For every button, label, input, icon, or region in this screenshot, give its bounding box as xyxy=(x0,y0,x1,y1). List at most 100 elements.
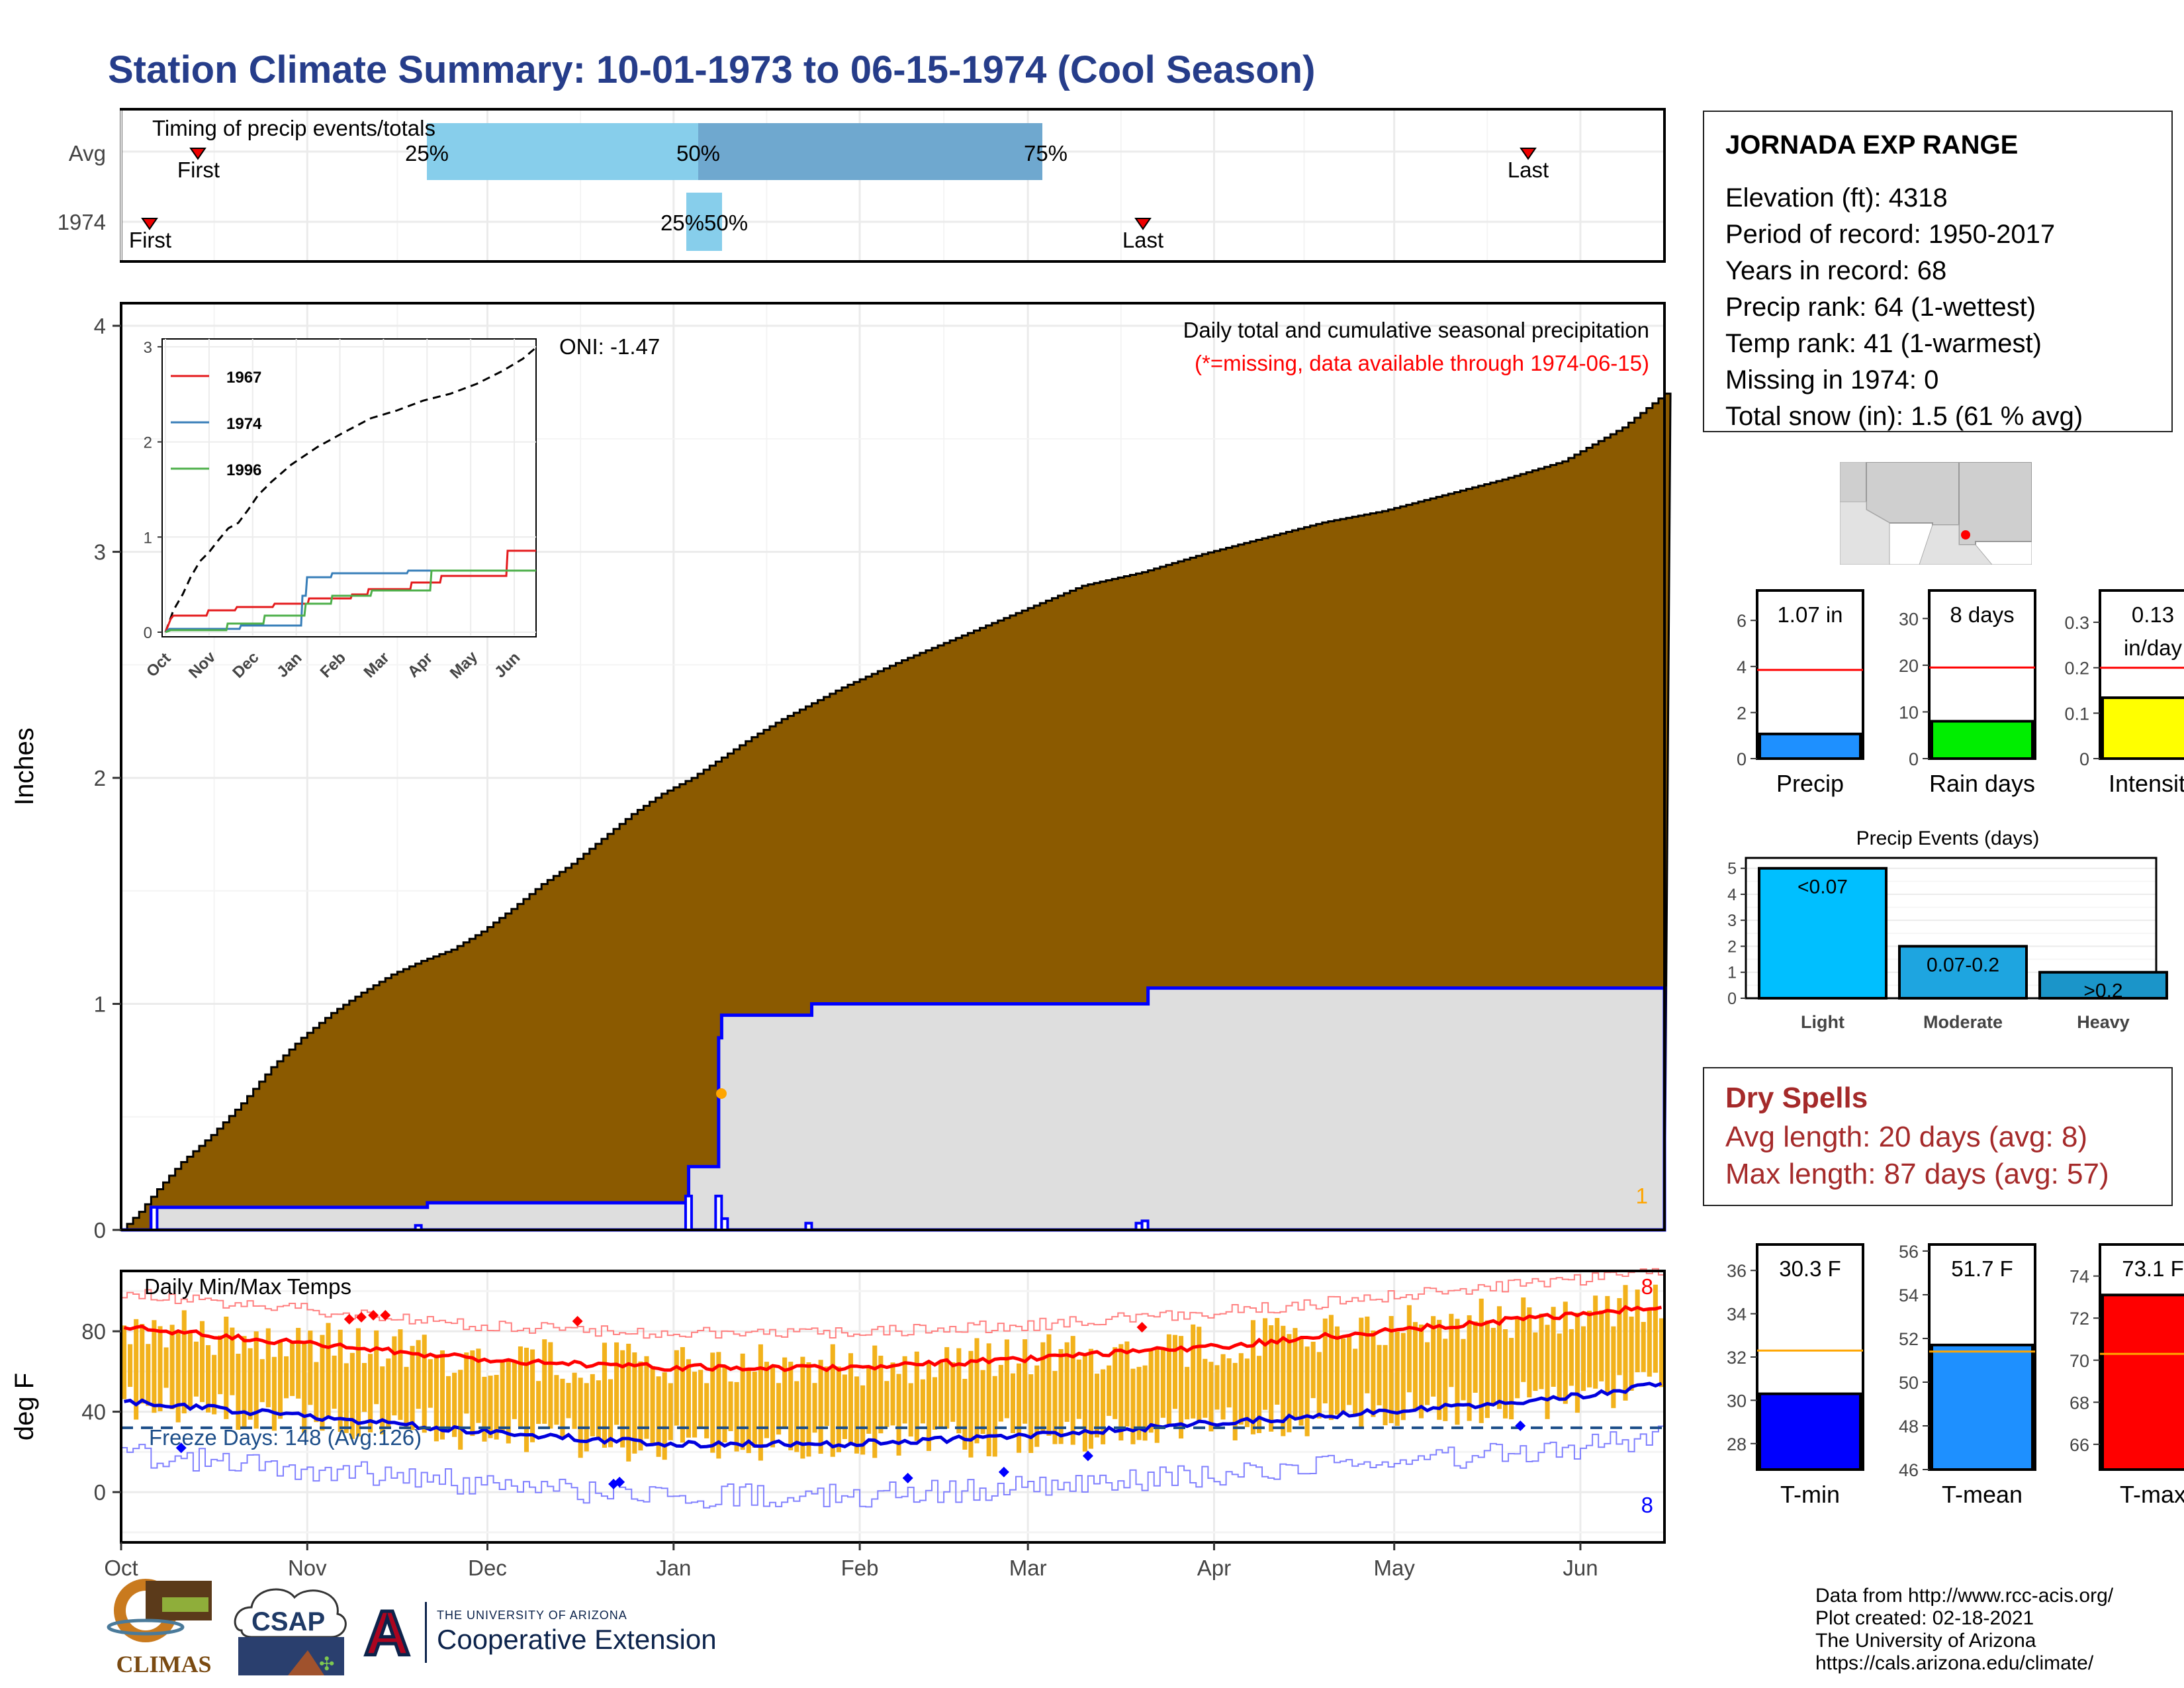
summary-ytick-label: 68 xyxy=(2070,1393,2089,1413)
temp-range-bar xyxy=(854,1376,860,1454)
temp-range-bar xyxy=(1101,1369,1106,1444)
record-low-line xyxy=(121,1425,1664,1509)
temp-range-bar xyxy=(926,1363,931,1451)
temp-range-bar xyxy=(326,1323,331,1418)
temp-range-bar xyxy=(1353,1348,1358,1415)
temp-range-bar xyxy=(128,1344,133,1387)
inset-legend-1967: 1967 xyxy=(226,369,261,387)
temp-range-bar xyxy=(1136,1366,1142,1440)
summary-ytick-label: 48 xyxy=(1899,1417,1919,1436)
avg-max-line xyxy=(123,1305,1662,1372)
summary-bar xyxy=(1758,1392,1862,1471)
record-low-marker xyxy=(1515,1420,1526,1431)
temp-range-bar xyxy=(422,1335,427,1433)
cumulative-1974-area xyxy=(121,986,1666,1232)
temp-range-bar xyxy=(1341,1338,1346,1415)
temp-range-bar xyxy=(410,1346,415,1430)
temp-range-bar xyxy=(512,1360,517,1419)
temp-range-bar xyxy=(1569,1329,1574,1386)
temp-range-bar xyxy=(818,1360,823,1454)
temp-range-bar xyxy=(614,1342,619,1425)
temp-range-bar xyxy=(224,1316,229,1419)
temp-range-bar xyxy=(1148,1349,1154,1433)
summary-ytick-label: 74 xyxy=(2070,1267,2089,1287)
temp-range-bar xyxy=(866,1365,872,1434)
temp-range-bar xyxy=(1455,1319,1460,1425)
temp-range-bar xyxy=(890,1362,895,1426)
summary-ytick-label: 20 xyxy=(1899,656,1919,676)
temp-range-bar xyxy=(1605,1295,1610,1393)
temp-range-bar xyxy=(398,1329,403,1420)
station-info-box: JORNADA EXP RANGE Elevation (ft): 4318 P… xyxy=(1703,111,2173,432)
month-label: Mar xyxy=(1009,1556,1047,1580)
temp-range-bar xyxy=(368,1354,373,1432)
temp-range-bar xyxy=(1479,1298,1484,1423)
temp-range-bar xyxy=(1070,1336,1075,1445)
timing-row-1974: 1974 xyxy=(58,210,106,234)
temp-range-bar xyxy=(644,1356,649,1439)
temp-panel: Daily Min/Max Temps Freeze Days: 148 (Av… xyxy=(10,1268,1666,1580)
temp-range-bar xyxy=(1269,1325,1274,1432)
temp-range-bar xyxy=(842,1374,847,1439)
temp-range-bar xyxy=(445,1376,451,1429)
temp-range-bar xyxy=(1449,1313,1454,1387)
record-high-marker xyxy=(380,1309,391,1321)
dry-spells-box: Dry Spells Avg length: 20 days (avg: 8) … xyxy=(1703,1067,2173,1206)
temp-range-bar xyxy=(608,1379,614,1448)
temp-range-bar xyxy=(1557,1333,1562,1400)
temp-range-bar xyxy=(1328,1315,1334,1421)
temp-range-bar xyxy=(884,1381,889,1427)
temp-range-bar xyxy=(986,1343,991,1456)
summary-ytick-label: 0.3 xyxy=(2064,613,2089,633)
temp-range-bar xyxy=(1425,1342,1430,1405)
temp-range-bar xyxy=(962,1378,968,1450)
temp-range-bar xyxy=(523,1347,529,1452)
station-elevation: Elevation (ft): 4318 xyxy=(1725,183,1948,212)
temp-range-bar xyxy=(464,1352,469,1414)
temp-range-bar xyxy=(271,1356,277,1431)
daily-precip-bar xyxy=(684,1194,693,1232)
ua-big-text: Cooperative Extension xyxy=(437,1624,717,1655)
temp-range-bar xyxy=(452,1372,457,1437)
record-high-marker xyxy=(368,1309,379,1321)
y1974-last: Last xyxy=(1122,228,1163,252)
temp-range-bar xyxy=(187,1333,193,1409)
summary-ytick-label: 66 xyxy=(2070,1435,2089,1455)
temp-range-bar xyxy=(578,1378,583,1458)
temp-range-bar xyxy=(1304,1346,1310,1436)
temp-range-bar xyxy=(1641,1321,1646,1372)
temp-range-bar xyxy=(1383,1344,1388,1426)
events-bar xyxy=(1898,945,2028,1000)
temp-range-bar xyxy=(392,1336,397,1416)
temp-range-bar xyxy=(566,1383,571,1419)
temp-range-bar xyxy=(1220,1354,1226,1420)
temp-range-bar xyxy=(1551,1307,1556,1387)
temp-range-bar xyxy=(248,1348,253,1420)
temp-range-bar xyxy=(860,1385,866,1455)
temp-range-bar xyxy=(1185,1366,1190,1420)
oni-value: ONI: -1.47 xyxy=(559,334,660,359)
temp-range-bar xyxy=(944,1347,950,1429)
temp-range-bar xyxy=(1635,1289,1640,1373)
summary-ytick-label: 36 xyxy=(1727,1261,1747,1281)
y1974-first: First xyxy=(129,228,171,252)
credit-univ: The University of Arizona xyxy=(1815,1630,2036,1652)
avg-last-marker xyxy=(1520,148,1537,160)
temp-range-bar xyxy=(1113,1347,1118,1419)
temp-range-bar xyxy=(698,1370,704,1429)
temp-range-bar xyxy=(355,1328,361,1436)
temp-range-bar xyxy=(764,1362,769,1438)
temp-range-bar xyxy=(1064,1342,1069,1422)
temp-range-bar xyxy=(1316,1352,1322,1419)
record-low-marker xyxy=(902,1472,913,1483)
summary-frame xyxy=(1756,589,1864,760)
summary-ytick-label: 52 xyxy=(1899,1329,1919,1349)
temp-range-bar xyxy=(140,1324,145,1404)
temp-range-bar xyxy=(476,1348,481,1423)
temp-range-bar xyxy=(1371,1331,1376,1417)
temp-range-bar xyxy=(878,1355,884,1434)
temp-range-bar xyxy=(998,1364,1003,1422)
temp-range-bar xyxy=(1154,1348,1160,1443)
temp-range-bar xyxy=(992,1376,997,1457)
summary-ytick-label: 0 xyxy=(1909,749,1919,769)
